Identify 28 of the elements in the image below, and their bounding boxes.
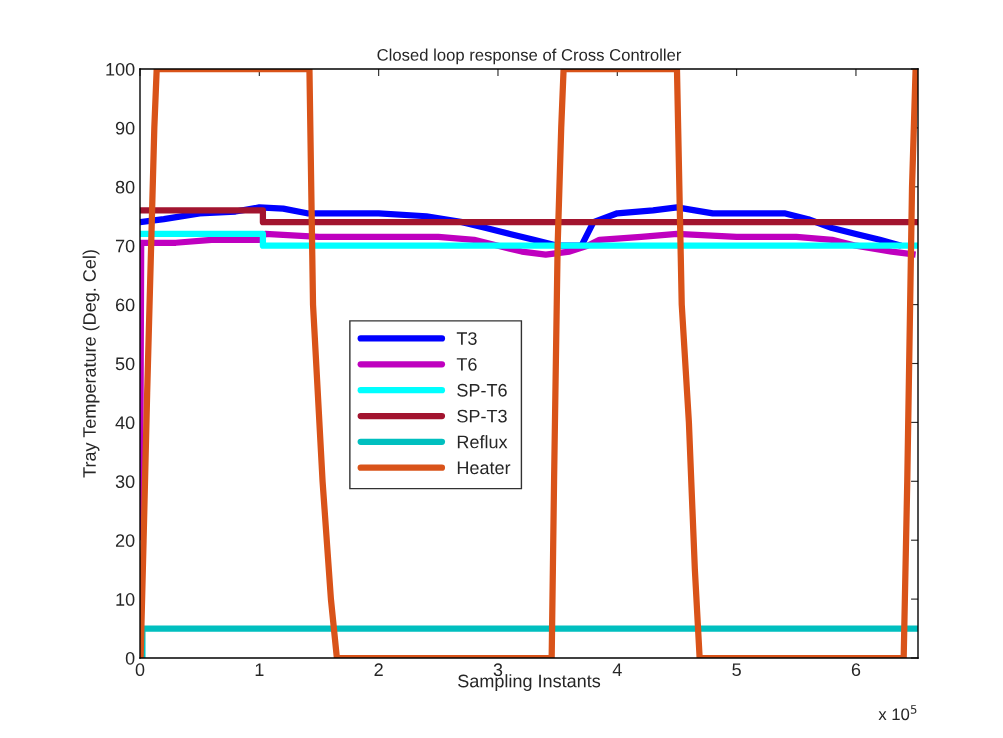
x-axis-title: Sampling Instants: [458, 674, 601, 691]
x-tick-label: 3: [493, 663, 503, 677]
chart-title: Closed loop response of Cross Controller: [377, 48, 682, 65]
x-tick-label: 6: [851, 663, 861, 677]
y-tick-label: 80: [115, 180, 135, 194]
y-tick-label: 100: [106, 62, 135, 76]
x-tick-label: 4: [612, 663, 622, 676]
y-tick-label: 10: [116, 593, 135, 606]
legend-label: SP-T6: [457, 383, 507, 397]
text: x 10$^{5}$: [878, 705, 917, 721]
y-tick-label: 30: [115, 475, 135, 489]
x-tick-label: 0: [135, 663, 145, 677]
y-axis-title: Tray Temperature (Deg. Cel): [82, 250, 100, 478]
y-tick-label: 60: [115, 298, 135, 312]
legend-label: T3: [456, 332, 477, 345]
x-tick-label: 5: [732, 663, 741, 677]
y-tick-label: 70: [115, 239, 135, 253]
y-tick-label: 40: [115, 416, 135, 430]
legend-label: SP-T3: [457, 409, 507, 423]
legend-label: Heater: [457, 461, 511, 475]
y-tick-label: 0: [125, 651, 135, 665]
y-tick-label: 90: [115, 121, 135, 135]
y-tick-label: 50: [115, 357, 135, 371]
x-tick-label: 1: [255, 663, 264, 676]
legend-label: T6: [456, 358, 477, 371]
x-tick-label: 2: [374, 663, 383, 676]
legend-label: Reflux: [457, 435, 508, 449]
y-tick-label: 20: [115, 534, 135, 547]
